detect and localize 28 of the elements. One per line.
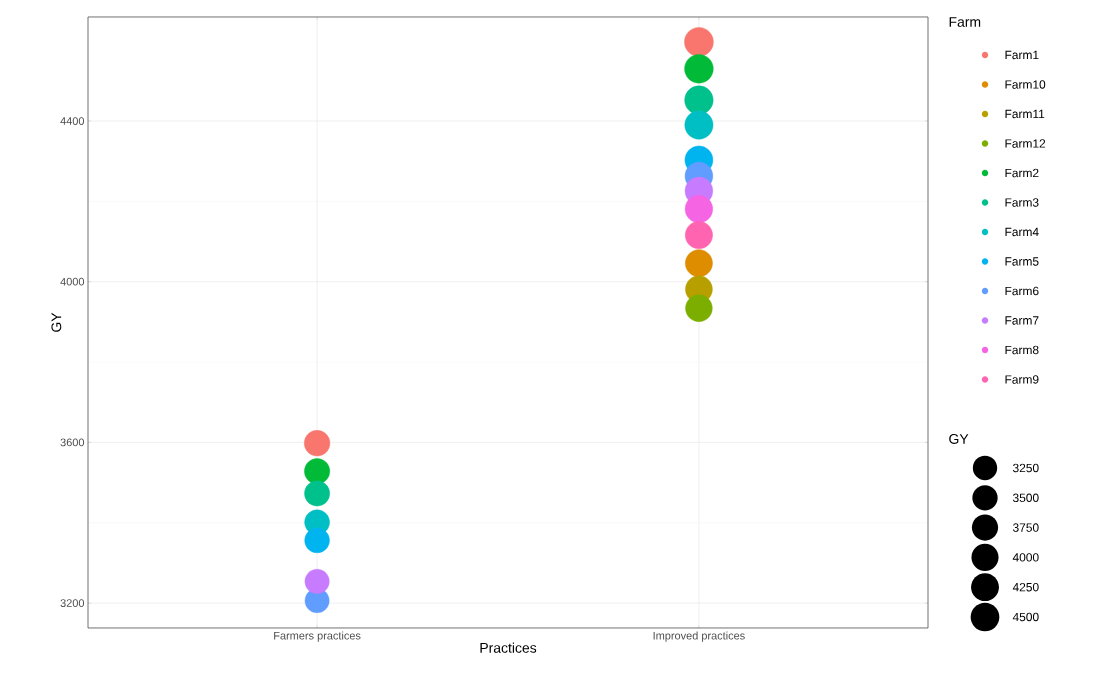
y-tick-label: 4000 — [60, 277, 85, 286]
x-tick-label: Farmers practices — [274, 631, 361, 642]
legend-label: 4000 — [1012, 553, 1039, 562]
legend-label: Farm8 — [1005, 345, 1039, 355]
x-tick-label: Improved practices — [653, 631, 745, 642]
x-axis-title: Practices — [480, 642, 537, 653]
legend-label: Farm1 — [1005, 50, 1039, 60]
legend-label: Farm4 — [1005, 227, 1039, 237]
legend-label: 4500 — [1012, 612, 1039, 622]
legend-label: Farm6 — [1005, 286, 1039, 296]
legend-label: Farm9 — [1005, 375, 1039, 384]
legend-label: 3250 — [1012, 463, 1039, 473]
text: GY — [949, 434, 969, 444]
legend-label: 3750 — [1012, 523, 1039, 532]
legend-label: Farm12 — [1005, 139, 1046, 148]
legend-title: Farm — [949, 17, 981, 27]
y-tick-label: 3200 — [60, 599, 85, 607]
legend-label: Farm5 — [1005, 257, 1039, 266]
y-tick-label: 3600 — [60, 438, 85, 447]
legend-label: Farm3 — [1005, 198, 1039, 207]
legend-label: Farm11 — [1005, 109, 1045, 119]
legend-label: Farm2 — [1005, 168, 1039, 178]
legend-label: Farm10 — [1005, 80, 1046, 89]
legend-label: Farm7 — [1005, 316, 1039, 325]
y-tick-label: 4400 — [60, 117, 85, 125]
legend-label: 3500 — [1012, 493, 1039, 503]
y-axis-title: GY — [51, 312, 62, 332]
legend-label: 4250 — [1012, 582, 1039, 592]
